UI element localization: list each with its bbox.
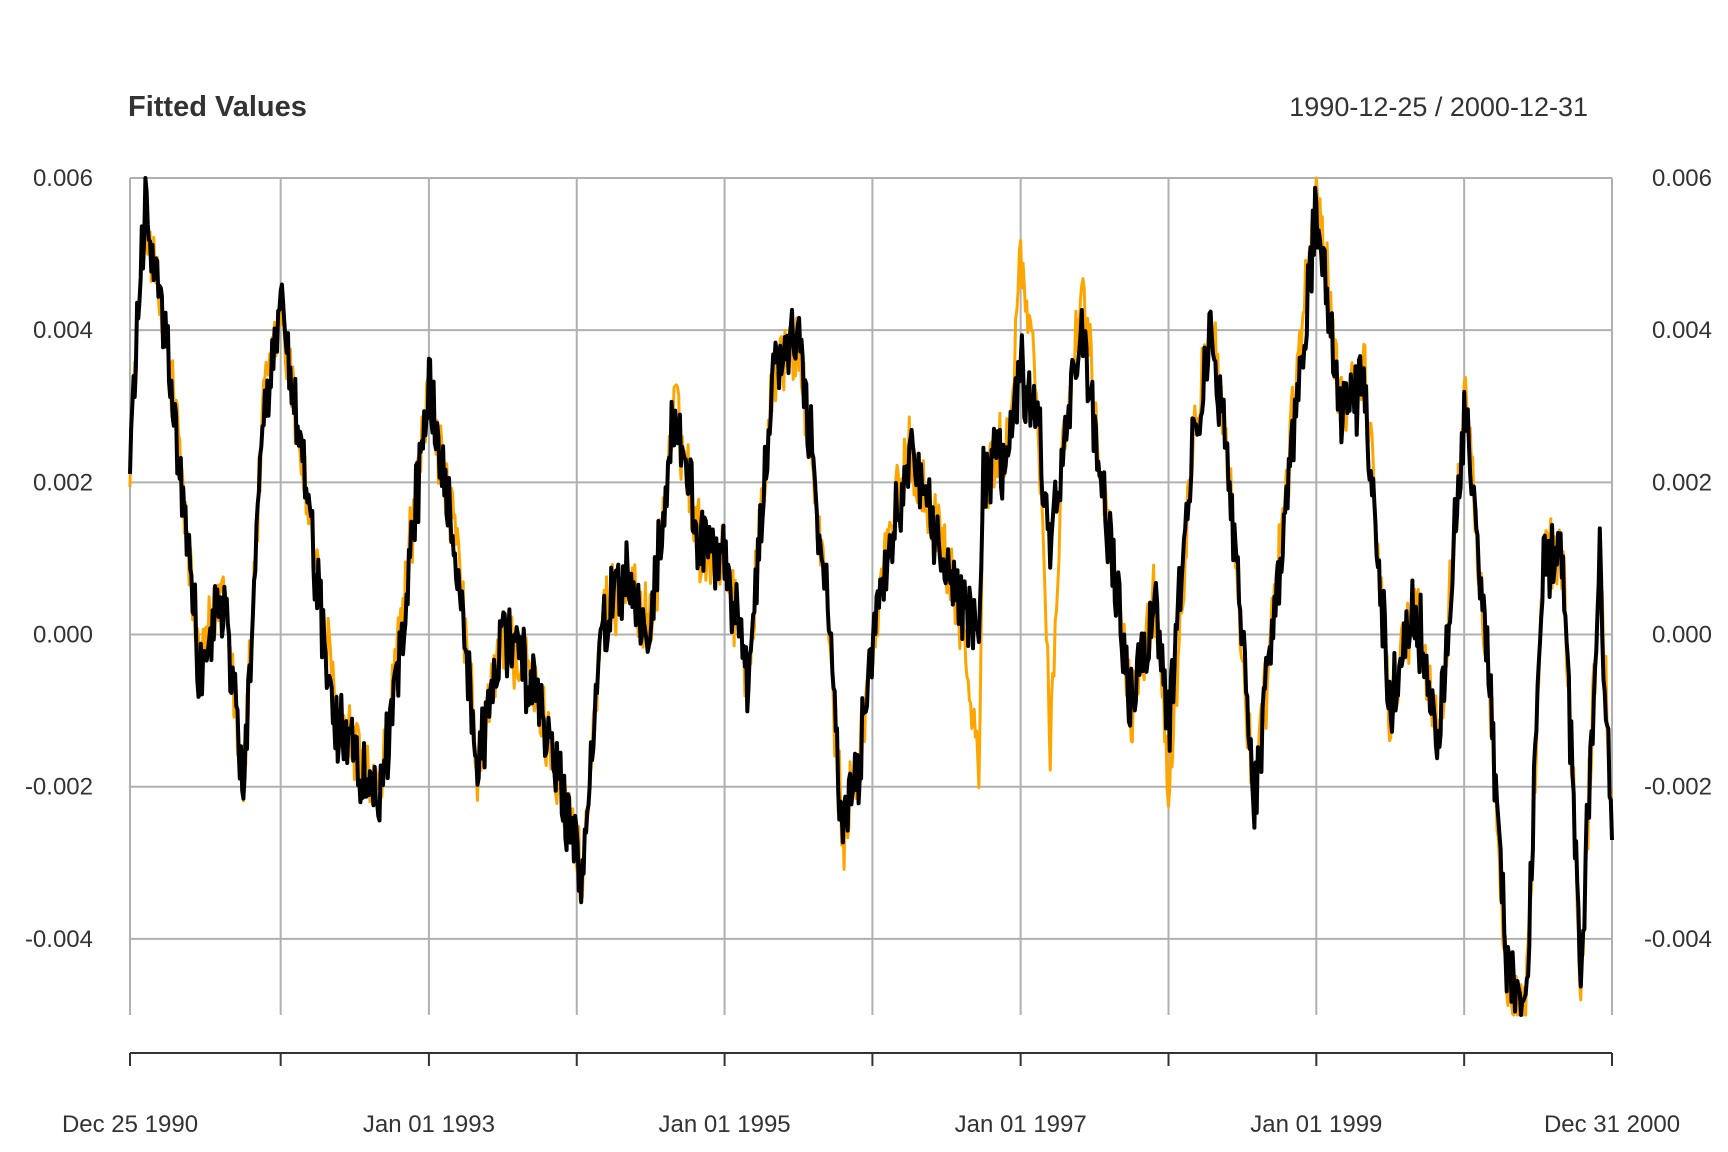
y-tick-label-right: -0.004	[1644, 926, 1712, 953]
series-line-2	[128, 176, 1614, 1017]
chart-title: Fitted Values	[128, 91, 307, 123]
y-tick-label-right: 0.000	[1652, 622, 1712, 649]
y-tick-label-left: 0.006	[33, 165, 93, 192]
y-tick-label-left: 0.002	[33, 469, 93, 496]
x-tick-label: Jan 01 1999	[1250, 1111, 1382, 1138]
y-axis-right: 0.006 0.004 0.002 0.000 -0.002 -0.004	[1644, 165, 1712, 953]
y-tick-label-right: 0.006	[1652, 165, 1712, 192]
y-tick-label-right: 0.002	[1652, 469, 1712, 496]
x-tick-label: Jan 01 1993	[363, 1111, 495, 1138]
series-line-1	[128, 176, 1614, 1017]
y-tick-label-left: -0.004	[25, 926, 93, 953]
grid-lines	[129, 177, 1613, 1015]
x-axis: Dec 25 1990 Jan 01 1993 Jan 01 1995 Jan 01 …	[62, 1052, 1680, 1138]
y-tick-label-left: 0.000	[33, 622, 93, 649]
x-tick-label: Dec 31 2000	[1544, 1111, 1680, 1138]
y-tick-label-left: -0.002	[25, 774, 93, 801]
y-tick-label-right: 0.004	[1652, 317, 1712, 344]
y-axis-left: 0.006 0.004 0.002 0.000 -0.002 -0.004	[25, 165, 93, 953]
y-tick-label-left: 0.004	[33, 317, 93, 344]
x-tick-label: Dec 25 1990	[62, 1111, 198, 1138]
date-range-label: 1990-12-25 / 2000-12-31	[1289, 92, 1588, 122]
x-tick-label: Jan 01 1995	[659, 1111, 791, 1138]
series-lines	[128, 176, 1614, 1017]
y-tick-label-right: -0.002	[1644, 774, 1712, 801]
x-tick-label: Jan 01 1997	[955, 1111, 1087, 1138]
